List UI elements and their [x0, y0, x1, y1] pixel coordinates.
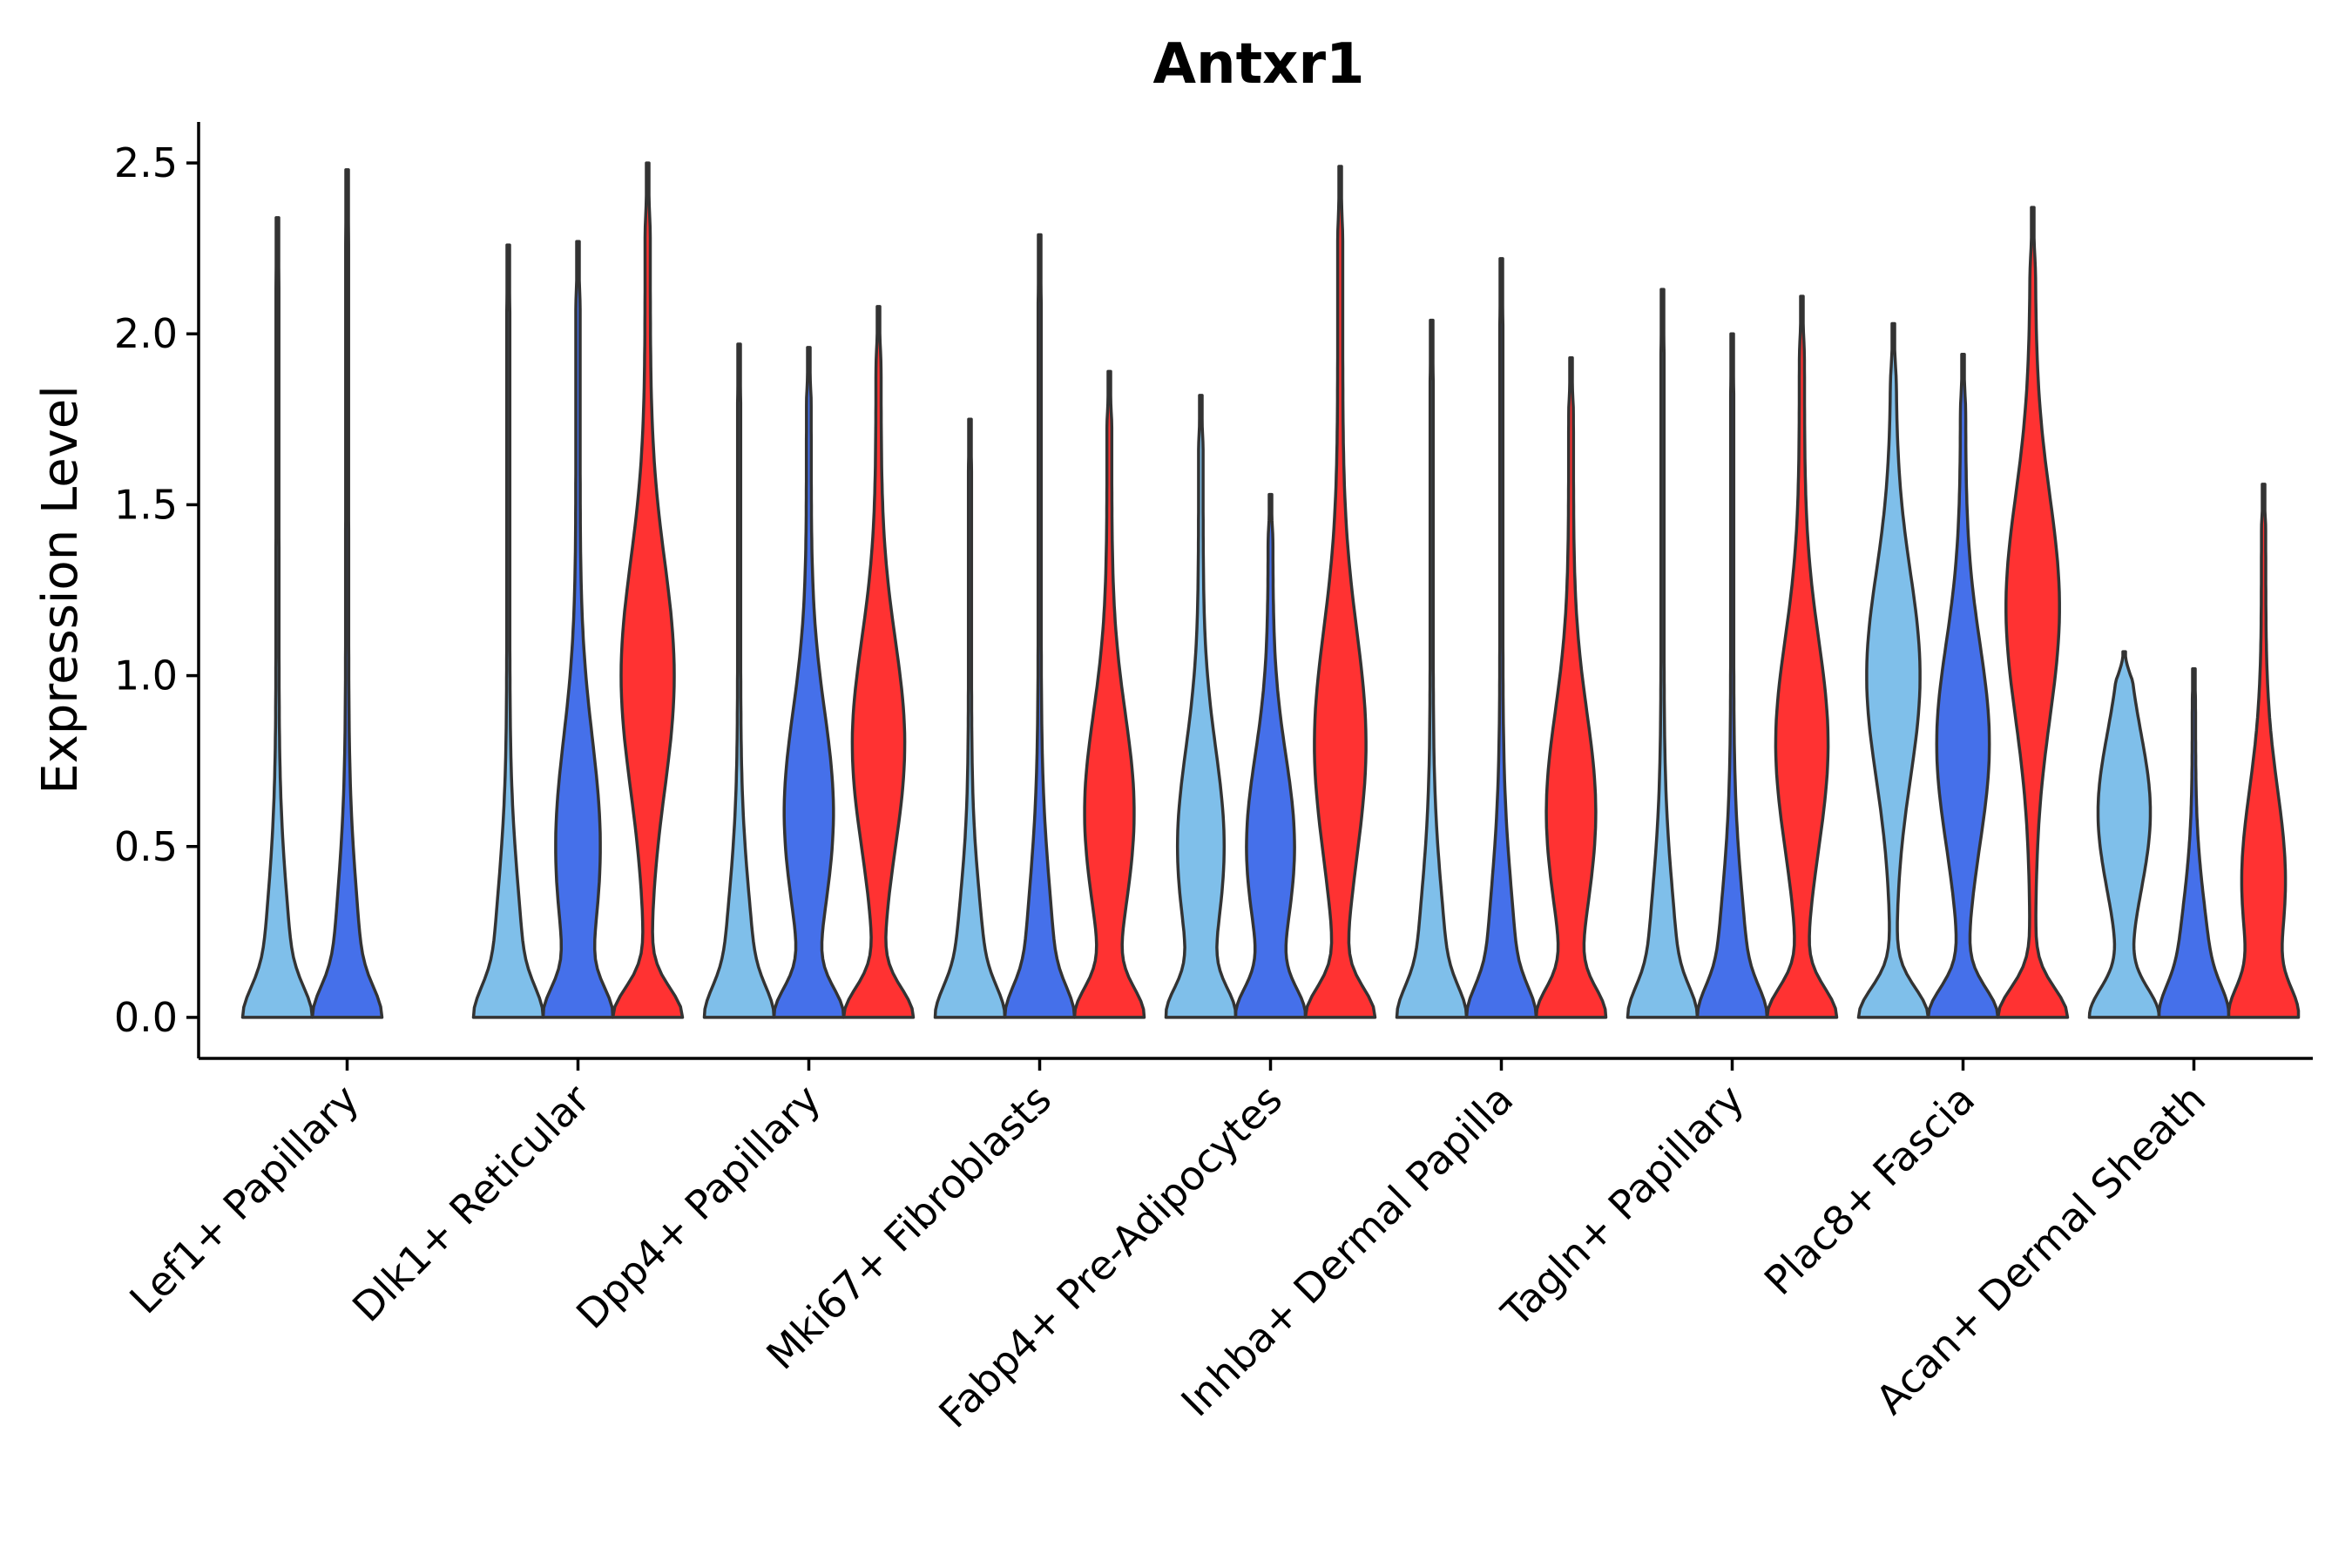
violin-3-6 [1534, 355, 1608, 1019]
y-axis-label: Expression Level [32, 385, 89, 794]
x-tick-label: Plac8+ Fascia [1755, 1076, 1984, 1304]
violin-2-5 [1233, 492, 1308, 1019]
violin-1-7 [1625, 287, 1700, 1019]
violin-1-1 [240, 216, 314, 1019]
violin-2-4 [1003, 233, 1077, 1019]
y-tick-label: 1.0 [114, 652, 178, 700]
violin-1-8 [1856, 321, 1930, 1019]
y-tick-label: 0.5 [114, 823, 178, 870]
violin-2-1 [310, 168, 384, 1019]
violin-1-6 [1395, 318, 1469, 1019]
violin-1-3 [702, 342, 776, 1019]
violin-2-3 [772, 346, 846, 1019]
violin-1-5 [1164, 394, 1238, 1019]
violin-3-5 [1303, 165, 1377, 1019]
violin-2-7 [1695, 332, 1769, 1019]
x-tick-label: Tagln+ Papillary [1492, 1076, 1754, 1337]
violin-3-3 [841, 305, 916, 1019]
y-tick-label: 1.5 [114, 481, 178, 528]
violin-3-9 [2227, 483, 2301, 1019]
violin-3-7 [1765, 294, 1839, 1019]
violin-3-4 [1072, 369, 1146, 1019]
violin-3-2 [611, 161, 685, 1019]
violin-1-2 [471, 243, 545, 1019]
violins-layer [240, 161, 2301, 1019]
x-tick-label: Dpp4+ Papillary [567, 1076, 829, 1338]
y-tick-label: 2.0 [114, 310, 178, 357]
violin-3-8 [1996, 206, 2070, 1019]
x-tick-label: Dlk1+ Reticular [343, 1076, 598, 1331]
violin-2-6 [1464, 257, 1538, 1019]
y-tick-label: 2.5 [114, 139, 178, 186]
violin-2-2 [541, 240, 615, 1019]
violin-2-9 [2157, 666, 2231, 1019]
x-tick-label: Lef1+ Papillary [120, 1076, 368, 1323]
violin-2-8 [1926, 353, 2000, 1019]
violin-1-9 [2087, 650, 2161, 1019]
violin-1-4 [933, 417, 1007, 1019]
y-tick-label: 0.0 [114, 994, 178, 1041]
chart-title: Antxr1 [1152, 32, 1364, 97]
